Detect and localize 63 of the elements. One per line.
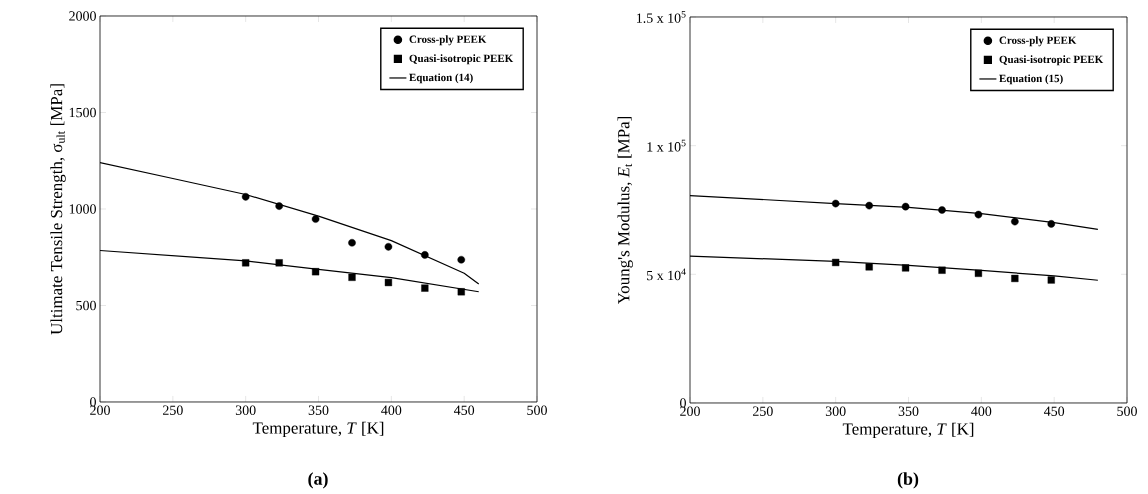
x-tick-label: 500 bbox=[1117, 406, 1137, 416]
x-tick-label: 300 bbox=[825, 406, 846, 416]
point bbox=[241, 193, 250, 201]
y-axis-title: Ultimate Tensile Strength, σ$_{ult}$ [MPa] bbox=[50, 84, 66, 335]
point bbox=[938, 206, 946, 214]
point bbox=[457, 288, 465, 296]
x-tick-label: 400 bbox=[971, 406, 992, 416]
legend-label: Cross-ply PEEK bbox=[999, 36, 1077, 47]
x-tick-label: 300 bbox=[235, 405, 256, 415]
point bbox=[902, 264, 910, 272]
y-tick-label: 0 bbox=[680, 398, 686, 408]
legend-label: Cross-ply PEEK bbox=[409, 35, 487, 46]
legend-label: Equation (15) bbox=[999, 74, 1063, 85]
x-tick-label: 450 bbox=[1043, 406, 1065, 416]
y-tick-label: 1000 bbox=[69, 204, 96, 214]
y-tick-label: 0 bbox=[90, 397, 96, 407]
x-tick-label: 250 bbox=[162, 405, 183, 415]
point bbox=[421, 251, 429, 259]
point bbox=[974, 269, 983, 277]
point bbox=[384, 243, 393, 251]
point bbox=[348, 238, 356, 247]
point bbox=[457, 255, 466, 264]
legend-label: Quasi-isotropic PEEK bbox=[409, 54, 514, 65]
point bbox=[865, 201, 873, 210]
x-tick-label: 200 bbox=[90, 405, 110, 415]
x-axis-title: Temperature, T [K] bbox=[842, 422, 974, 439]
point bbox=[275, 202, 283, 210]
y-tick-label: 1500 bbox=[69, 107, 96, 118]
y-tick-label: 5 x 10$^{4}$ bbox=[647, 268, 686, 281]
point bbox=[275, 259, 283, 267]
point bbox=[1047, 276, 1055, 284]
point bbox=[832, 258, 840, 267]
point bbox=[1011, 217, 1019, 226]
legend-label: Equation (14) bbox=[409, 73, 473, 84]
text: (a) bbox=[308, 472, 328, 489]
x-tick-label: 350 bbox=[898, 406, 919, 416]
x-tick-label: 350 bbox=[308, 405, 329, 415]
point bbox=[311, 215, 320, 223]
x-tick-label: 500 bbox=[527, 405, 547, 415]
point bbox=[421, 284, 429, 292]
y-axis-title: Young's Modulus, E$_{t}$ [MPa] bbox=[617, 116, 633, 305]
text: (b) bbox=[897, 472, 919, 489]
point bbox=[1011, 274, 1019, 283]
y-tick-label: 2000 bbox=[69, 11, 96, 21]
x-axis-title: Temperature, T [K] bbox=[252, 421, 384, 438]
point bbox=[384, 278, 393, 287]
y-tick-label: 1 x 10$^{5}$ bbox=[647, 139, 686, 152]
point bbox=[312, 268, 320, 276]
y-tick-label: 1.5 x 10$^{5}$ bbox=[637, 11, 686, 23]
y-tick-label: 500 bbox=[76, 300, 96, 311]
point bbox=[242, 259, 250, 267]
point bbox=[348, 273, 356, 281]
x-tick-label: 200 bbox=[680, 406, 700, 416]
x-tick-label: 400 bbox=[381, 405, 402, 415]
x-tick-label: 250 bbox=[752, 406, 773, 416]
point bbox=[938, 266, 946, 274]
x-tick-label: 450 bbox=[453, 405, 475, 415]
point bbox=[831, 199, 840, 208]
point bbox=[1047, 220, 1056, 228]
point bbox=[865, 263, 873, 271]
point bbox=[974, 210, 983, 219]
legend-label: Quasi-isotropic PEEK bbox=[999, 55, 1104, 66]
point bbox=[901, 202, 910, 211]
